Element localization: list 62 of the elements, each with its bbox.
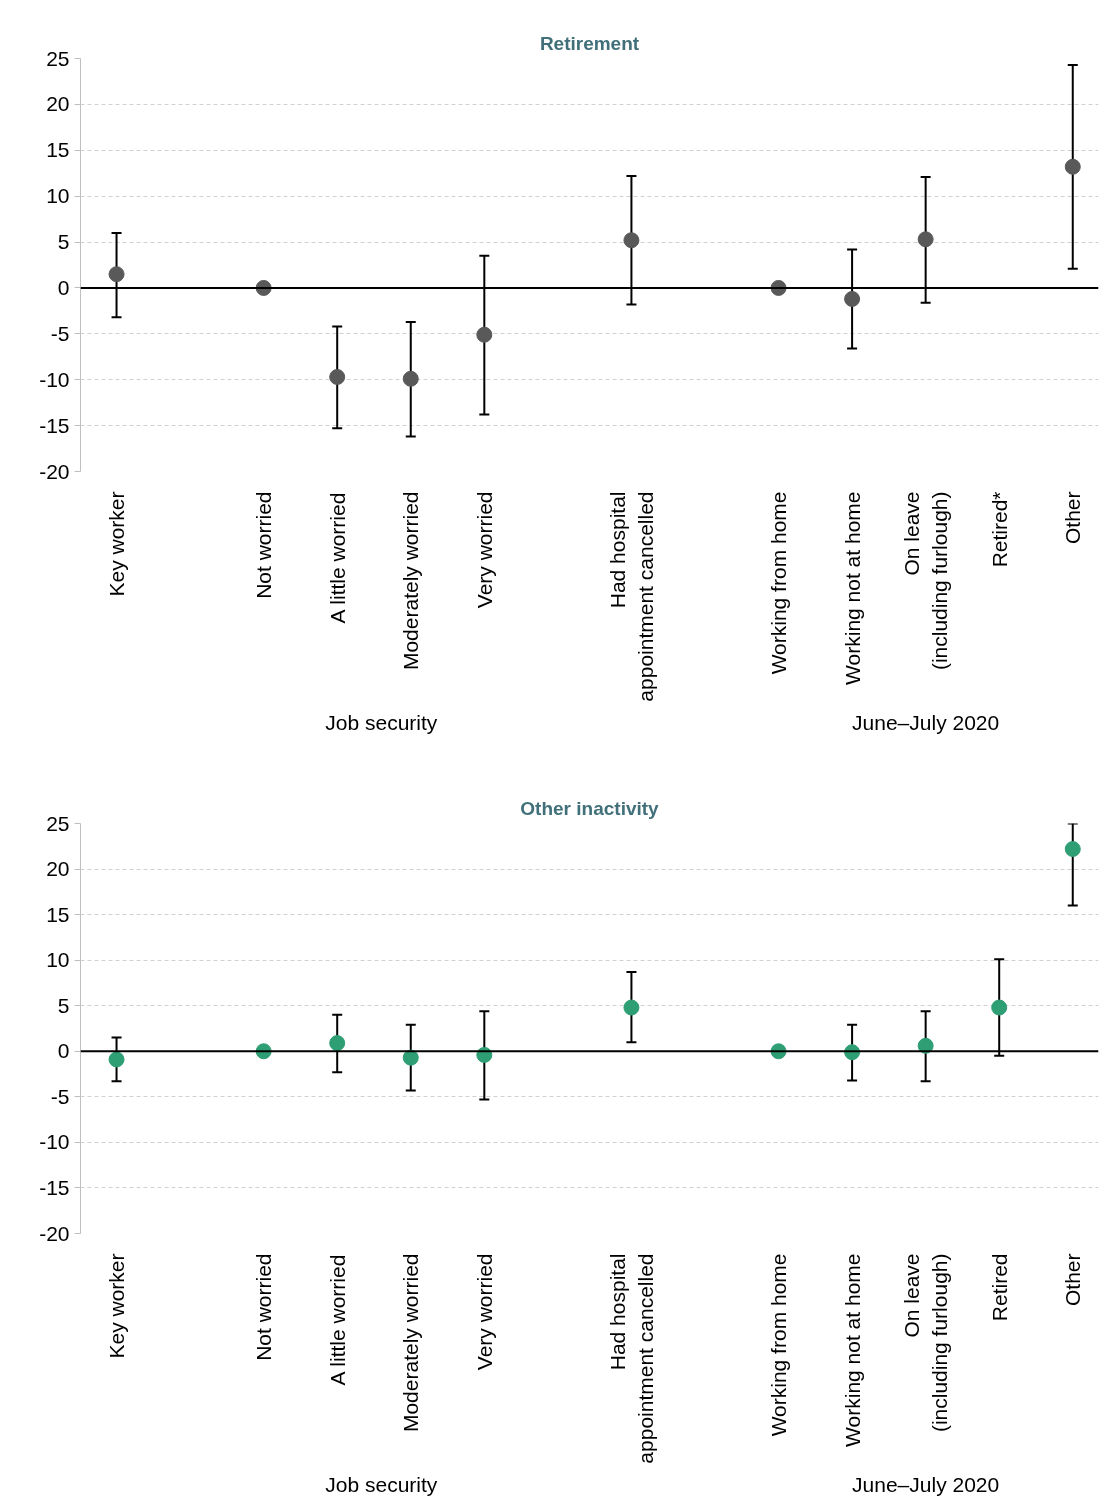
chart-title: Other inactivity [520, 797, 660, 819]
x-tick-label: Very worried [472, 1253, 496, 1371]
y-tick-label: -10 [39, 367, 70, 391]
point [623, 232, 640, 249]
x-tick-label: Moderately worried [399, 491, 423, 671]
x-tick-label: Not worried [252, 491, 276, 599]
x-tick-label: Other [1061, 491, 1085, 545]
point [329, 368, 346, 385]
x-tick-label: Key worker [105, 491, 129, 597]
text: Job security [325, 710, 438, 734]
y-tick-label: 10 [46, 948, 70, 972]
x-tick-label: A little worried [325, 492, 349, 624]
x-tick-label: Not worried [252, 1253, 276, 1361]
text: June–July 2020 [852, 1472, 1000, 1496]
x-tick-label: Moderately worried [399, 1253, 423, 1433]
y-tick-label: -10 [39, 1130, 70, 1154]
point [623, 999, 640, 1016]
y-tick-label: 15 [46, 138, 70, 162]
text: Job security [325, 1472, 438, 1496]
x-tick-label: Had hospital appointment cancelled [606, 1253, 657, 1464]
y-tick-label: -5 [50, 1084, 70, 1108]
y-tick-label: 20 [46, 92, 70, 116]
point [108, 266, 125, 283]
x-tick-label: Working from home [767, 1253, 791, 1437]
point [108, 1051, 125, 1068]
y-tick-label: -15 [39, 413, 70, 437]
point [1064, 158, 1081, 175]
y-tick-label: 5 [57, 230, 70, 254]
x-tick-label: Very worried [472, 491, 496, 609]
point [1064, 841, 1081, 857]
point [402, 1049, 419, 1066]
y-tick-label: -15 [39, 1175, 70, 1199]
y-tick-label: 0 [57, 1039, 70, 1063]
y-tick-label: 0 [57, 275, 70, 299]
x-tick-label: Working from home [767, 491, 791, 675]
x-tick-label: Working not at home [840, 491, 864, 685]
point [844, 290, 861, 307]
point [329, 1035, 346, 1052]
x-tick-label: On leave (including furlough) [900, 491, 951, 671]
x-tick-label: Working not at home [840, 1253, 864, 1447]
y-tick-label: -20 [39, 1221, 70, 1245]
y-tick-label: -20 [39, 459, 70, 483]
point [476, 326, 493, 343]
x-tick-label: Had hospital appointment cancelled [606, 491, 657, 702]
point [991, 999, 1008, 1016]
x-tick-label: Retired [987, 1253, 1011, 1322]
y-tick-label: 15 [46, 902, 70, 926]
x-tick-label: Key worker [105, 1253, 129, 1359]
x-tick-label: On leave (including furlough) [900, 1253, 951, 1433]
y-tick-label: 5 [57, 993, 70, 1017]
y-tick-label: 10 [46, 184, 70, 208]
x-tick-label: A little worried [325, 1254, 349, 1386]
chart-title: Retirement [539, 32, 640, 54]
y-tick-label: 25 [46, 46, 70, 70]
x-tick-label: Other [1061, 1253, 1085, 1307]
y-tick-label: -5 [50, 321, 70, 345]
text: June–July 2020 [852, 710, 1000, 734]
point [402, 370, 419, 387]
y-tick-label: 25 [46, 811, 70, 835]
point [917, 231, 934, 248]
y-tick-label: 20 [46, 857, 70, 881]
x-tick-label: Retired* [987, 491, 1011, 568]
